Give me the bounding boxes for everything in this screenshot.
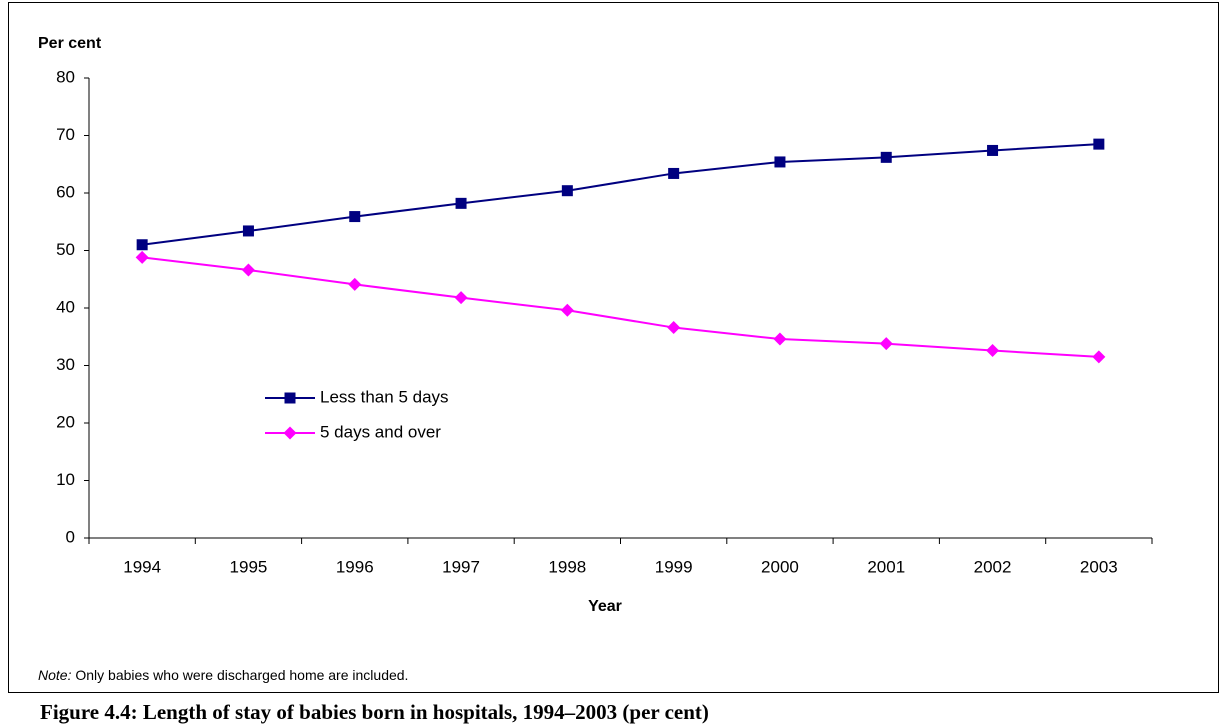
note-label: Note: [38, 667, 72, 683]
marker [454, 291, 468, 305]
y-axis-title: Per cent [38, 35, 102, 52]
legend-label: Less than 5 days [320, 387, 449, 406]
marker [242, 225, 254, 237]
y-tick-label: 10 [56, 470, 75, 489]
legend-label: 5 days and over [320, 422, 441, 441]
x-tick-label: 1994 [123, 557, 161, 576]
chart-border [8, 2, 1219, 693]
marker [879, 337, 893, 351]
x-tick-label: 1998 [548, 557, 586, 576]
y-tick-label: 0 [66, 527, 75, 546]
marker [455, 197, 467, 209]
y-tick-label: 60 [56, 182, 75, 201]
series-line [142, 143, 1099, 246]
x-tick-label: 1999 [655, 557, 693, 576]
marker [773, 332, 787, 346]
marker [560, 303, 574, 317]
marker [774, 156, 786, 168]
marker [241, 263, 255, 277]
marker [284, 392, 296, 404]
note-text: Only babies who were discharged home are… [75, 667, 408, 683]
x-tick-label: 1996 [336, 557, 374, 576]
marker [136, 239, 148, 251]
y-tick-label: 70 [56, 125, 75, 144]
x-tick-label: 1995 [230, 557, 268, 576]
marker [1093, 138, 1105, 150]
x-tick-label: 2001 [867, 557, 905, 576]
marker [348, 277, 362, 291]
marker [668, 167, 680, 179]
x-tick-label: 2002 [974, 557, 1012, 576]
y-tick-label: 40 [56, 297, 75, 316]
x-tick-label: 2000 [761, 557, 799, 576]
x-tick-label: 1997 [442, 557, 480, 576]
x-tick-label: 2003 [1080, 557, 1118, 576]
marker [349, 211, 361, 223]
series-line [142, 256, 1099, 358]
y-tick-label: 50 [56, 240, 75, 259]
marker [986, 344, 1000, 358]
y-tick-label: 30 [56, 355, 75, 374]
marker [880, 151, 892, 163]
marker [135, 250, 149, 264]
note: Note: Only babies who were discharged ho… [38, 667, 408, 683]
marker [283, 426, 297, 440]
marker [561, 185, 573, 197]
y-tick-label: 20 [56, 412, 75, 431]
caption: Figure 4.4: Length of stay of babies bor… [40, 700, 709, 724]
marker [987, 144, 999, 156]
marker [1092, 350, 1106, 364]
y-tick-label: 80 [56, 67, 75, 86]
marker [667, 321, 681, 335]
x-axis-title: Year [588, 598, 622, 615]
